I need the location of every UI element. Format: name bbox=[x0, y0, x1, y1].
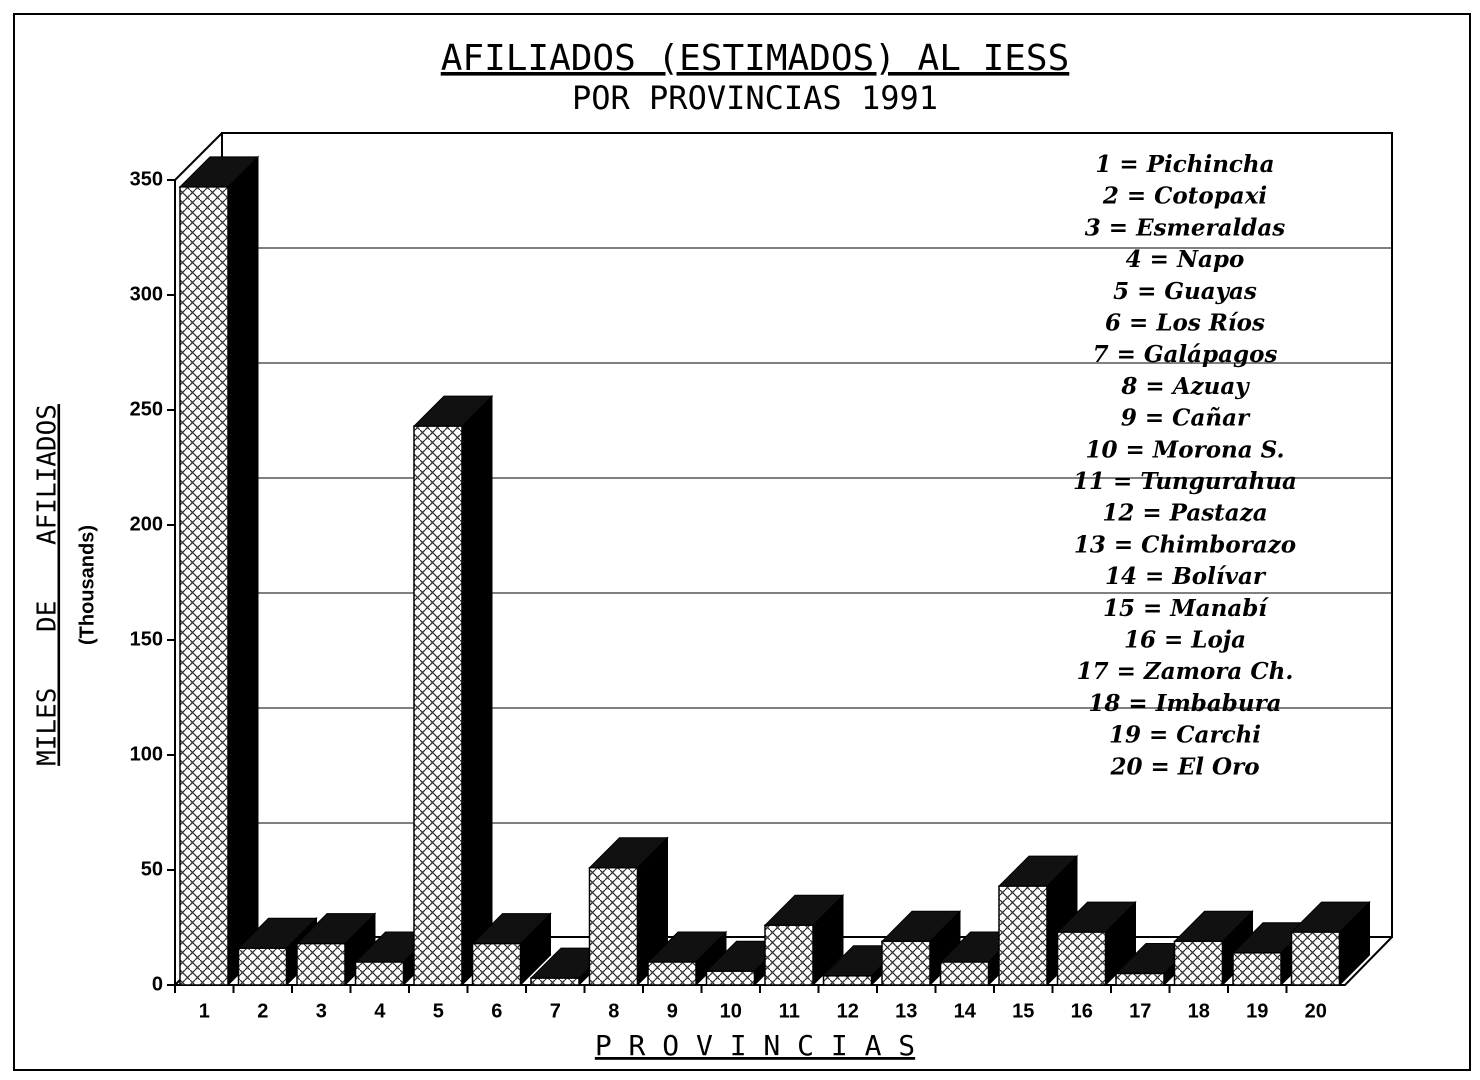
x-tick-label: 12 bbox=[837, 1000, 859, 1022]
bar bbox=[237, 947, 288, 986]
bar bbox=[1115, 972, 1165, 986]
legend-entry: 18 = Imbabura bbox=[1088, 690, 1281, 717]
bar bbox=[764, 924, 814, 986]
chart-subtitle: POR PROVINCIAS 1991 bbox=[572, 79, 938, 117]
bar bbox=[822, 975, 873, 986]
bar bbox=[179, 186, 229, 986]
x-tick-label: 2 bbox=[257, 1000, 268, 1022]
legend-entry: 19 = Carchi bbox=[1109, 722, 1261, 749]
bar bbox=[296, 942, 346, 986]
bar-side bbox=[227, 155, 259, 987]
x-tick-label: 8 bbox=[608, 1000, 619, 1022]
legend-entry: 17 = Zamora Ch. bbox=[1077, 658, 1294, 685]
y-tick-label: 50 bbox=[141, 858, 163, 880]
legend-entry: 6 = Los Ríos bbox=[1105, 310, 1265, 337]
bar bbox=[647, 961, 697, 986]
y-tick-label: 350 bbox=[130, 168, 163, 190]
y-tick-label: 0 bbox=[152, 973, 163, 995]
legend-entry: 12 = Pastaza bbox=[1102, 500, 1267, 527]
legend-entry: 2 = Cotopaxi bbox=[1102, 183, 1267, 210]
legend-entry: 15 = Manabí bbox=[1103, 595, 1269, 622]
y-unit-label: (Thousands) bbox=[76, 525, 98, 645]
x-tick-label: 15 bbox=[1012, 1000, 1034, 1022]
x-tick-label: 19 bbox=[1246, 1000, 1268, 1022]
legend-entry: 11 = Tungurahua bbox=[1073, 468, 1297, 495]
y-tick-label: 200 bbox=[130, 513, 163, 535]
y-axis-label: MILES DE AFILIADOS bbox=[33, 404, 63, 766]
legend-entry: 5 = Guayas bbox=[1113, 278, 1257, 305]
bar bbox=[530, 977, 580, 986]
x-tick-label: 7 bbox=[550, 1000, 561, 1022]
bar bbox=[1056, 931, 1107, 986]
y-tick-label: 150 bbox=[130, 628, 163, 650]
legend-entry: 3 = Esmeraldas bbox=[1085, 214, 1285, 241]
x-tick-label: 6 bbox=[491, 1000, 502, 1022]
bar bbox=[354, 961, 405, 986]
x-tick-label: 4 bbox=[374, 1000, 386, 1022]
x-tick-label: 1 bbox=[199, 1000, 210, 1022]
bar bbox=[705, 970, 756, 986]
x-tick-label: 18 bbox=[1188, 1000, 1210, 1022]
y-tick-label: 300 bbox=[130, 283, 163, 305]
legend-entry: 20 = El Oro bbox=[1109, 753, 1259, 780]
x-axis-label: P R O V I N C I A S bbox=[595, 1029, 915, 1062]
x-tick-label: 14 bbox=[954, 1000, 977, 1022]
y-tick-label: 100 bbox=[130, 743, 163, 765]
bar bbox=[588, 866, 639, 986]
legend-entry: 9 = Cañar bbox=[1121, 405, 1251, 432]
bar bbox=[1290, 931, 1341, 986]
x-tick-label: 5 bbox=[433, 1000, 444, 1022]
x-tick-label: 11 bbox=[779, 1000, 800, 1022]
legend-entry: 1 = Pichincha bbox=[1095, 151, 1274, 178]
bar bbox=[471, 942, 522, 986]
x-tick-label: 17 bbox=[1129, 1000, 1151, 1022]
legend-entry: 8 = Azuay bbox=[1120, 373, 1250, 400]
x-tick-label: 13 bbox=[895, 1000, 917, 1022]
x-tick-label: 10 bbox=[720, 1000, 742, 1022]
bar bbox=[413, 425, 463, 986]
bar bbox=[1232, 952, 1282, 986]
bar bbox=[881, 940, 931, 986]
bar bbox=[939, 961, 990, 986]
x-tick-label: 16 bbox=[1071, 1000, 1093, 1022]
frame bbox=[13, 13, 1471, 1071]
legend-entry: 10 = Morona S. bbox=[1086, 436, 1285, 463]
bar bbox=[1173, 940, 1224, 986]
bar-side bbox=[461, 394, 493, 987]
x-tick-label: 20 bbox=[1305, 1000, 1327, 1022]
y-tick-label: 250 bbox=[130, 398, 163, 420]
legend-entry: 14 = Bolívar bbox=[1105, 563, 1267, 590]
legend-entry: 7 = Galápagos bbox=[1093, 341, 1278, 368]
legend-entry: 16 = Loja bbox=[1124, 627, 1246, 654]
x-tick-label: 3 bbox=[316, 1000, 327, 1022]
chart-title: AFILIADOS (ESTIMADOS) AL IESS bbox=[441, 38, 1070, 79]
legend-entry: 13 = Chimborazo bbox=[1074, 531, 1296, 558]
legend-entry: 4 = Napo bbox=[1126, 246, 1245, 273]
bar bbox=[998, 885, 1048, 986]
x-tick-label: 9 bbox=[667, 1000, 678, 1022]
